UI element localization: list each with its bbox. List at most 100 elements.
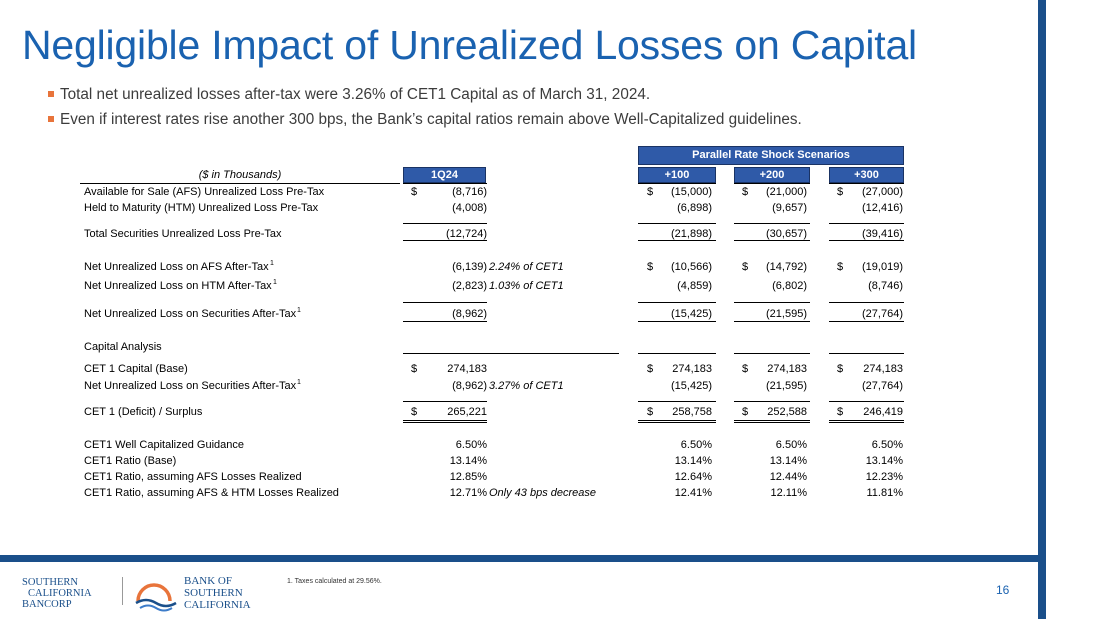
row-note: 1.03% of CET1: [489, 280, 564, 292]
value-cell: 274,183: [767, 363, 807, 375]
table-rule: [829, 302, 904, 303]
value-cell: (6,898): [677, 202, 712, 214]
table-row: Net Unrealized Loss on HTM After-Tax 1 (2,…: [0, 279, 1000, 293]
table-rule: [734, 183, 810, 184]
footnote: 1. Taxes calculated at 29.56%.: [287, 578, 382, 585]
table-rule: [638, 240, 716, 241]
value-cell: (4,008): [452, 202, 487, 214]
value-cell: (8,746): [868, 280, 903, 292]
value-cell: (21,595): [766, 380, 807, 392]
column-header-plus200: +200: [734, 167, 810, 183]
value-cell: (27,764): [862, 380, 903, 392]
value-cell: (8,962): [452, 308, 487, 320]
table-rule: [734, 302, 810, 303]
table-rule: [403, 420, 487, 421]
logo-right-line1: BANK OF: [184, 575, 232, 587]
row-label: CET 1 (Deficit) / Surplus: [84, 406, 203, 418]
value-cell: 6.50%: [455, 439, 487, 451]
row-label: Capital Analysis: [84, 341, 162, 353]
table-rule: [734, 321, 810, 322]
column-header-plus100: +100: [638, 167, 716, 183]
table-row: CET 1 Capital (Base) 274,183 $274,183 $274,…: [0, 362, 1000, 376]
table-rule: [638, 183, 716, 184]
table-rule: [403, 183, 487, 184]
row-label: Net Unrealized Loss on Securities After-…: [84, 308, 297, 320]
table-rule: [734, 420, 810, 421]
footnote-marker: 1: [270, 260, 274, 267]
value-cell: 258,758: [672, 406, 712, 418]
table-rule: [638, 321, 716, 322]
value-cell: 13.14%: [449, 455, 487, 467]
currency-symbol: $: [837, 261, 844, 273]
value-cell: (21,898): [671, 228, 712, 240]
footnote-marker: 1: [297, 307, 301, 314]
row-label: CET1 Well Capitalized Guidance: [84, 439, 244, 451]
currency-symbol: $: [647, 406, 654, 418]
bullet-text: Total net unrealized losses after-tax we…: [60, 86, 651, 103]
table-rule: [80, 183, 400, 184]
bottom-accent-bar: [0, 555, 1046, 562]
currency-symbol: $: [411, 186, 418, 198]
value-cell: 6.50%: [680, 439, 712, 451]
table-row: CET 1 (Deficit) / Surplus 265,221 $258,758…: [0, 405, 1000, 419]
value-cell: 12.71%: [449, 487, 487, 499]
row-label: CET 1 Capital (Base): [84, 363, 188, 375]
table-rule: [829, 353, 904, 354]
row-label: Held to Maturity (HTM) Unrealized Loss P…: [84, 202, 319, 214]
bullet-marker-icon: [48, 91, 54, 97]
table-rule: [734, 223, 810, 224]
currency-symbol: $: [742, 261, 749, 273]
table-rule: [829, 183, 904, 184]
value-cell: (15,425): [671, 308, 712, 320]
table-row: Capital Analysis: [0, 340, 1000, 354]
value-cell: (12,416): [862, 202, 903, 214]
value-cell: (14,792): [766, 261, 807, 273]
value-cell: 265,221: [447, 406, 487, 418]
table-rule: [403, 240, 487, 241]
table-row: Total Securities Unrealized Loss Pre-Tax…: [0, 227, 1000, 241]
table-rule: [734, 401, 810, 402]
wave-icon-small: [139, 604, 173, 612]
value-cell: 13.14%: [865, 455, 903, 467]
table-rule: [403, 223, 487, 224]
units-label: ($ in Thousands): [198, 169, 282, 181]
row-note: Only 43 bps decrease: [489, 487, 597, 499]
value-cell: (21,595): [766, 308, 807, 320]
value-cell: (4,859): [677, 280, 712, 292]
value-cell: (30,657): [766, 228, 807, 240]
value-cell: 12.64%: [674, 471, 712, 483]
table-rule: [638, 353, 716, 354]
value-cell: 274,183: [672, 363, 712, 375]
value-cell: (6,802): [772, 280, 807, 292]
table-rule: [403, 321, 487, 322]
row-label: Net Unrealized Loss on Securities After-…: [84, 380, 297, 392]
southern-california-bancorp-logo: SOUTHERN CALIFORNIA BANCORP: [22, 577, 92, 609]
currency-symbol: $: [837, 363, 844, 375]
row-note: 3.27% of CET1: [489, 380, 564, 392]
table-rule: [403, 353, 619, 354]
value-cell: 274,183: [447, 363, 487, 375]
currency-symbol: $: [742, 406, 749, 418]
table-row: CET1 Ratio (Base) 13.14% 13.14% 13.14% 13.14…: [0, 454, 1000, 468]
value-cell: 11.81%: [866, 487, 904, 499]
table-rule: [829, 422, 904, 423]
row-label: Net Unrealized Loss on AFS After-Tax: [84, 261, 269, 273]
value-cell: (19,019): [862, 261, 903, 273]
value-cell: 12.41%: [674, 487, 712, 499]
table-rule: [829, 240, 904, 241]
wave-icon: [135, 598, 177, 608]
value-cell: (2,823): [452, 280, 487, 292]
bullet-text: Even if interest rates rise another 300 …: [60, 111, 802, 128]
value-cell: 246,419: [863, 406, 903, 418]
table-rule: [403, 422, 487, 423]
currency-symbol: $: [647, 186, 654, 198]
currency-symbol: $: [647, 363, 654, 375]
value-cell: 6.50%: [871, 439, 903, 451]
column-header-1q24: 1Q24: [403, 167, 486, 183]
row-label: CET1 Ratio, assuming AFS Losses Realized: [84, 471, 302, 483]
currency-symbol: $: [742, 363, 749, 375]
currency-symbol: $: [411, 363, 418, 375]
bullet-marker-icon: [48, 116, 54, 122]
value-cell: (27,000): [862, 186, 903, 198]
currency-symbol: $: [742, 186, 749, 198]
